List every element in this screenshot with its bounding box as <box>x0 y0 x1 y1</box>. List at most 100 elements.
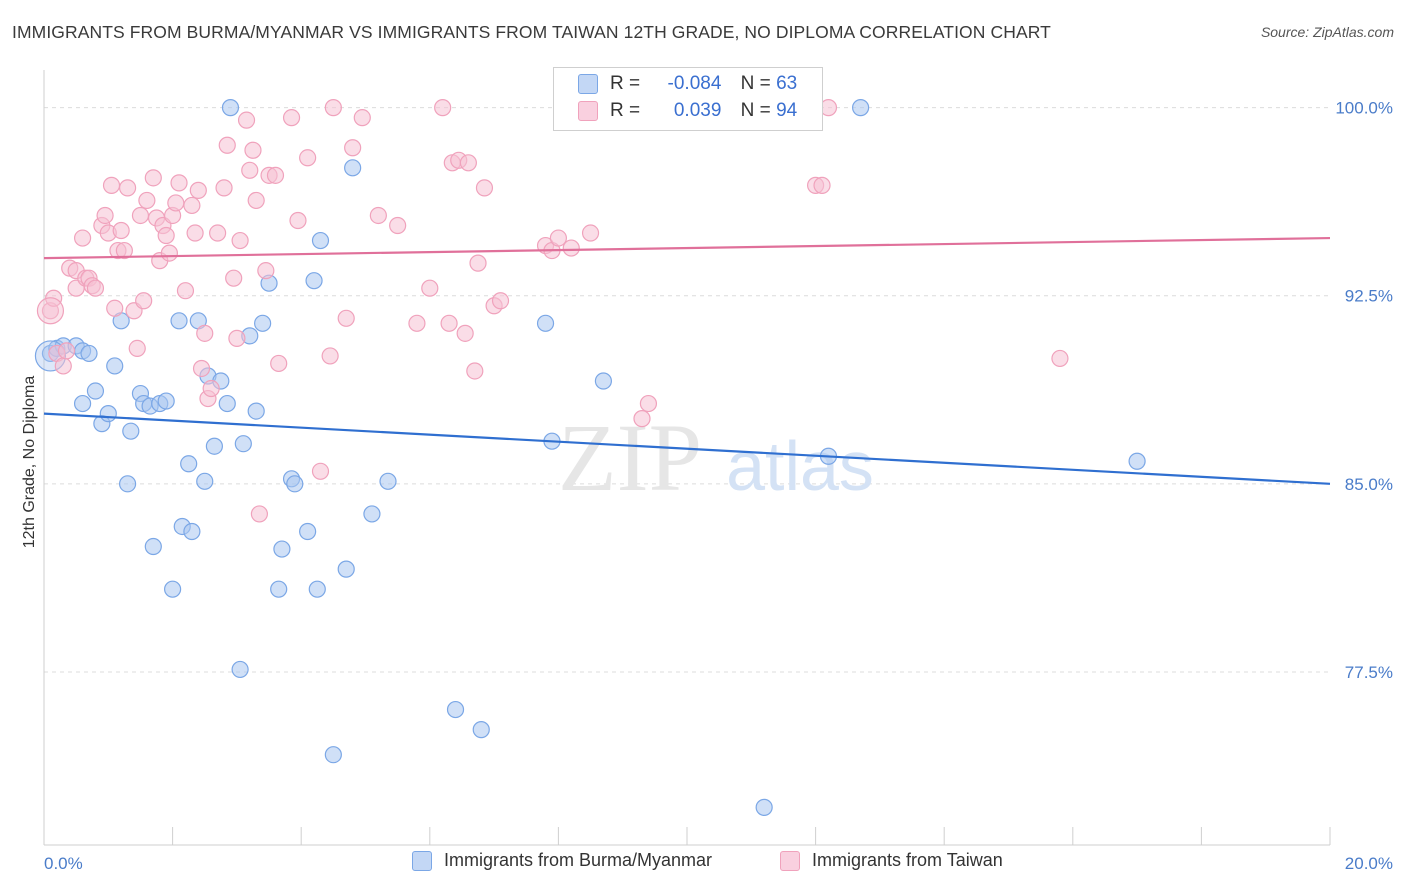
point-s1-72 <box>434 99 452 117</box>
point-s0-36 <box>254 314 272 332</box>
point-s0-17 <box>144 537 162 556</box>
point-s1-4 <box>57 342 76 360</box>
trend-line-s1 <box>43 236 1331 260</box>
chart-title: IMMIGRANTS FROM BURMA/MYANMAR VS IMMIGRA… <box>12 22 1051 42</box>
point-s0-21 <box>170 312 188 330</box>
point-s1-19 <box>112 221 130 240</box>
point-s1-77 <box>459 154 477 172</box>
point-s0-12 <box>118 475 137 493</box>
bottom-legend-label-taiwan: Immigrants from Taiwan <box>812 850 1003 870</box>
point-s1-44 <box>209 224 227 242</box>
point-s0-55 <box>594 372 613 390</box>
y-tick-label-2: 85.0% <box>1345 475 1393 494</box>
point-s1-62 <box>311 462 330 480</box>
point-s1-91 <box>813 176 831 194</box>
point-s0-42 <box>299 522 317 541</box>
point-s0-43 <box>305 272 323 290</box>
point-s1-40 <box>192 359 211 378</box>
point-s0-33 <box>234 435 252 453</box>
point-s0-6 <box>73 394 92 413</box>
point-s1-67 <box>353 109 371 127</box>
legend-r-value-taiwan: 0.039 <box>673 100 722 121</box>
point-s1-87 <box>581 224 600 242</box>
bottom-legend-swatch-burma <box>412 851 432 872</box>
point-s1-26 <box>138 191 156 210</box>
point-s0-51 <box>446 700 465 719</box>
point-s1-80 <box>475 179 494 197</box>
point-s0-52 <box>472 721 490 739</box>
point-s0-31 <box>221 99 240 117</box>
point-s1-27 <box>144 169 162 187</box>
point-s0-38 <box>270 580 288 598</box>
point-s1-12 <box>86 279 105 297</box>
point-s0-28 <box>205 437 223 455</box>
point-s1-59 <box>282 109 301 127</box>
point-s1-35 <box>170 174 188 192</box>
legend-n-value-burma: 63 <box>776 73 798 94</box>
y-tick-label-0: 100.0% <box>1335 99 1393 118</box>
point-s0-23 <box>180 455 198 473</box>
point-s1-78 <box>466 362 484 380</box>
y-tick-label-3: 77.5% <box>1345 663 1393 682</box>
point-s1-64 <box>324 99 342 117</box>
point-s1-86 <box>562 239 580 257</box>
point-s0-19 <box>157 392 175 410</box>
point-s1-3 <box>54 357 72 375</box>
point-s1-20 <box>115 241 133 260</box>
point-s1-45 <box>215 179 233 197</box>
point-s1-39 <box>189 181 207 199</box>
point-s1-89 <box>639 394 658 413</box>
bottom-legend-burma[interactable]: Immigrants from Burma/Myanmar <box>412 850 713 872</box>
point-s1-31 <box>157 226 175 245</box>
point-s1-88 <box>633 410 651 428</box>
correlation-legend: R = -0.084 N = 63 R = 0.039 N = 94 <box>553 67 823 131</box>
series-taiwan-points <box>36 99 1069 523</box>
point-s1-51 <box>241 161 259 179</box>
point-s0-20 <box>164 580 182 598</box>
point-s1-8 <box>73 229 92 247</box>
point-s0-57 <box>755 798 773 816</box>
point-s1-46 <box>218 136 236 154</box>
point-s1-32 <box>160 244 178 262</box>
point-s1-49 <box>231 231 249 250</box>
x-tick-label-max: 20.0% <box>1345 854 1393 873</box>
point-s0-47 <box>337 560 355 578</box>
point-s1-71 <box>421 279 439 297</box>
point-s1-48 <box>228 329 246 347</box>
trend-lines <box>43 236 1331 485</box>
point-s1-79 <box>469 254 487 272</box>
point-s1-85 <box>549 229 568 247</box>
y-tick-label-1: 92.5% <box>1345 287 1393 306</box>
point-s0-5 <box>80 344 98 363</box>
legend-row-taiwan: R = 0.039 N = 94 <box>578 100 797 126</box>
point-s0-7 <box>86 382 105 400</box>
point-s1-69 <box>389 216 407 235</box>
point-s1-36 <box>176 282 195 300</box>
gridlines <box>44 107 1330 673</box>
point-s1-41 <box>196 324 214 342</box>
legend-r-value-burma: -0.084 <box>667 73 722 94</box>
point-s1-65 <box>337 309 355 327</box>
trend-line-s0 <box>43 412 1331 485</box>
point-s1-17 <box>106 299 124 317</box>
point-s1-cluster <box>36 297 65 325</box>
point-s1-63 <box>321 347 339 365</box>
point-s1-70 <box>408 314 426 332</box>
point-s1-58 <box>270 354 288 373</box>
point-s0-50 <box>379 472 397 490</box>
point-s1-16 <box>102 176 121 194</box>
point-s1-54 <box>250 505 269 523</box>
point-s0-60 <box>1128 452 1146 470</box>
point-s0-48 <box>344 159 362 177</box>
point-s1-21 <box>118 179 137 197</box>
bottom-legend-label-burma: Immigrants from Burma/Myanmar <box>444 850 713 870</box>
point-s1-82 <box>491 292 510 310</box>
bottom-legend-taiwan[interactable]: Immigrants from Taiwan <box>780 850 1003 872</box>
point-s1-34 <box>167 194 185 212</box>
point-s1-14 <box>96 206 114 225</box>
point-s1-52 <box>244 141 262 159</box>
point-s1-61 <box>299 149 317 167</box>
legend-swatch-burma <box>578 73 598 94</box>
point-s0-32 <box>231 660 249 679</box>
point-s1-53 <box>247 191 265 210</box>
